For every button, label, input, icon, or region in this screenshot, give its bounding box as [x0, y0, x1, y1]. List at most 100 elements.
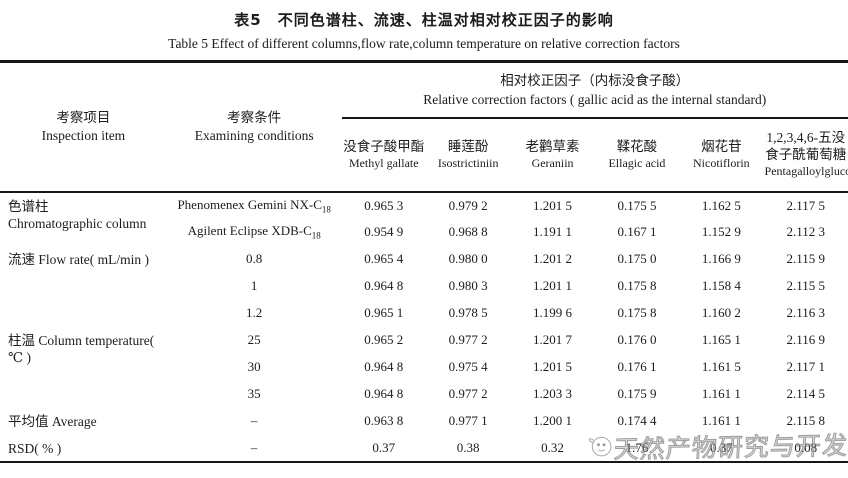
value-cell: 2.115 9 — [786, 251, 826, 266]
value-cell: 1.199 6 — [533, 305, 573, 320]
value-cell: 2.116 3 — [786, 305, 826, 320]
value-cell: 1.166 9 — [701, 251, 741, 266]
value-cell: 0.975 4 — [448, 359, 488, 374]
value-cell: 0.176 0 — [617, 332, 657, 347]
value-cell: 1.161 5 — [701, 359, 741, 374]
row-label-zh: 色谱柱 — [8, 198, 49, 214]
value-cell: 0.965 2 — [364, 332, 404, 347]
value-cell: 0.175 8 — [617, 305, 657, 320]
table-row: 平均值 Average – 0.963 8 0.977 1 1.200 1 0.… — [0, 408, 848, 435]
analyte-zh: 烟花苷 — [701, 138, 742, 154]
value-cell: 1.201 5 — [533, 197, 573, 213]
analyte-en: Nicotiflorin — [693, 155, 750, 170]
header-analyte-pentagalloylglucose: 1,2,3,4,6-五没食子酰葡萄糖 Pentagalloylglucos — [763, 117, 848, 193]
value-cell: 1.161 1 — [701, 386, 741, 401]
value-cell: 0.980 0 — [448, 251, 488, 266]
condition-text: Phenomenex Gemini NX-C — [177, 196, 322, 212]
value-cell: 1.203 3 — [533, 386, 573, 401]
value-cell: 0.176 1 — [617, 359, 657, 374]
condition-subscript: 18 — [311, 230, 321, 241]
table-row: 30 0.964 8 0.975 4 1.201 5 0.176 1 1.161… — [0, 354, 848, 381]
analyte-zh: 1,2,3,4,6-五没食子酰葡萄糖 — [765, 130, 847, 162]
analyte-zh: 老鹳草素 — [525, 138, 580, 154]
value-cell: 1.201 1 — [533, 278, 573, 293]
table-row: 色谱柱 Chromatographic column Phenomenex Ge… — [0, 192, 848, 231]
value-cell: 2.115 5 — [786, 278, 826, 293]
table-row: 1.2 0.965 1 0.978 5 1.199 6 0.175 8 1.16… — [0, 300, 848, 327]
header-inspection-item-en: Inspection item — [41, 127, 126, 143]
condition-cell: 25 — [247, 332, 261, 347]
analyte-en: Ellagic acid — [608, 155, 666, 170]
analyte-en: Pentagalloylglucos — [764, 164, 848, 178]
condition-cell: 0.8 — [246, 251, 263, 266]
table-row: 流速 Flow rate( mL/min ) 0.8 0.965 4 0.980… — [0, 246, 848, 273]
value-cell: 1.152 9 — [701, 224, 741, 239]
condition-cell: – — [166, 434, 342, 463]
analyte-zh: 没食子酸甲酯 — [343, 138, 425, 154]
value-cell: 0.977 2 — [448, 386, 488, 401]
analyte-zh: 睡莲酚 — [447, 138, 489, 154]
table-row: 1 0.964 8 0.980 3 1.201 1 0.175 8 1.158 … — [0, 273, 848, 300]
header-analyte-geraniin: 老鹳草素 Geraniin — [510, 117, 595, 193]
header-examining-conditions-zh: 考察条件 — [227, 109, 282, 125]
analyte-zh: 鞣花酸 — [616, 138, 658, 154]
value-cell: 0.965 4 — [364, 251, 404, 266]
header-analyte-ellagic-acid: 鞣花酸 Ellagic acid — [594, 117, 680, 193]
condition-cell: 1.2 — [246, 305, 263, 320]
table-title-en: Table 5 Effect of different columns,flow… — [168, 36, 680, 51]
value-cell: 0.175 9 — [617, 386, 657, 401]
value-cell: 1.165 1 — [701, 332, 741, 347]
header-analyte-nicotiflorin: 烟花苷 Nicotiflorin — [679, 117, 764, 193]
analyte-en: Geraniin — [531, 155, 574, 170]
value-cell: 2.116 9 — [786, 332, 826, 347]
table-row: 柱温 Column temperature( ℃ ) 25 0.965 2 0.… — [0, 327, 848, 365]
condition-cell: Phenomenex Gemini NX-C18 — [167, 192, 342, 219]
row-label-en: Chromatographic column — [8, 215, 147, 231]
value-cell: 0.964 8 — [364, 359, 404, 374]
value-cell: 0.968 8 — [448, 224, 488, 239]
value-cell: 0.174 4 — [617, 413, 657, 428]
header-analyte-isostrictiniin: 睡莲酚 Isostrictiniin — [425, 117, 511, 193]
header-group-relative-correction-factors: 相对校正因子（内标没食子酸） Relative correction facto… — [341, 61, 848, 119]
value-cell: 2.112 3 — [786, 224, 826, 239]
value-cell: 0.08 — [763, 434, 848, 463]
value-cell: 0.175 5 — [617, 197, 657, 213]
condition-text: Agilent Eclipse XDB-C — [187, 223, 312, 239]
value-cell: 0.977 2 — [448, 332, 488, 347]
row-label-flow-rate: 流速 Flow rate( mL/min ) — [8, 251, 149, 267]
table-row: 35 0.964 8 0.977 2 1.203 3 0.175 9 1.161… — [0, 381, 848, 408]
value-cell: 2.117 5 — [786, 197, 826, 213]
header-inspection-item: 考察项目 Inspection item — [0, 61, 167, 193]
row-label-rsd: RSD( % ) — [0, 434, 167, 463]
header-inspection-item-zh: 考察项目 — [56, 109, 111, 125]
table-row: RSD( % ) – 0.37 0.38 0.32 1.76 0.37 0.08 — [0, 434, 848, 463]
value-cell: 1.158 4 — [701, 278, 741, 293]
header-group-en: Relative correction factors ( gallic aci… — [423, 91, 767, 107]
value-cell: 1.200 1 — [533, 413, 573, 428]
value-cell: 0.37 — [679, 434, 764, 463]
value-cell: 2.115 8 — [786, 413, 826, 428]
value-cell: 1.161 1 — [701, 413, 741, 428]
value-cell: 2.114 5 — [786, 386, 826, 401]
analyte-en: Isostrictiniin — [437, 155, 499, 170]
row-label-average: 平均值 Average — [8, 413, 97, 429]
header-analyte-methyl-gallate: 没食子酸甲酯 Methyl gallate — [341, 117, 426, 193]
condition-cell: Agilent Eclipse XDB-C18 — [167, 219, 342, 246]
value-cell: 1.201 2 — [533, 251, 573, 266]
condition-cell: – — [250, 413, 258, 428]
condition-cell: 30 — [247, 359, 261, 374]
value-cell: 0.32 — [510, 434, 595, 463]
table-row: Agilent Eclipse XDB-C18 0.954 9 0.968 8 … — [0, 219, 848, 246]
value-cell: 0.965 1 — [364, 305, 404, 320]
value-cell: 0.954 9 — [364, 224, 404, 239]
correction-factors-table: 考察项目 Inspection item 考察条件 Examining cond… — [0, 60, 848, 463]
value-cell: 2.117 1 — [786, 359, 826, 374]
value-cell: 1.201 7 — [533, 332, 573, 347]
value-cell: 1.201 5 — [533, 359, 573, 374]
value-cell: 0.175 0 — [617, 251, 657, 266]
value-cell: 0.964 8 — [364, 278, 404, 293]
value-cell: 1.160 2 — [701, 305, 741, 320]
value-cell: 0.964 8 — [364, 386, 404, 401]
value-cell: 1.76 — [594, 434, 680, 463]
